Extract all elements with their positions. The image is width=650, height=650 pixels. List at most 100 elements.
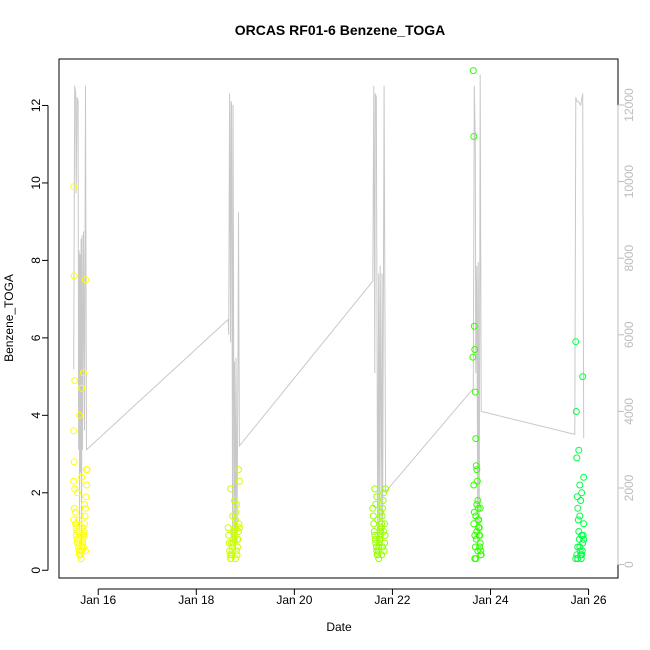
data-point — [572, 338, 580, 346]
data-point — [475, 531, 483, 539]
data-point — [233, 500, 240, 508]
data-point — [230, 528, 238, 535]
data-point — [70, 183, 78, 191]
data-point — [378, 520, 386, 528]
data-point — [232, 555, 239, 563]
data-point — [82, 276, 89, 284]
y-tick-label: 4 — [29, 412, 43, 419]
data-point — [470, 520, 478, 528]
x-tick-label: Jan 18 — [178, 593, 214, 607]
data-point — [376, 531, 384, 539]
data-point — [474, 516, 482, 524]
data-point — [78, 384, 86, 392]
y2-tick-label: 4000 — [622, 398, 636, 425]
data-point — [580, 520, 588, 528]
data-point — [77, 531, 85, 539]
y2-tick-label: 10000 — [622, 165, 636, 199]
data-point — [81, 500, 88, 508]
points-layer — [70, 67, 588, 563]
data-point — [381, 531, 389, 539]
data-point — [576, 481, 584, 489]
y2-tick-label: 8000 — [622, 245, 636, 272]
data-point — [225, 539, 233, 547]
y2-tick-label: 6000 — [622, 321, 636, 348]
data-point — [576, 512, 584, 520]
data-point — [471, 388, 479, 396]
data-point — [471, 555, 479, 563]
data-point — [82, 547, 89, 555]
data-point — [70, 477, 78, 485]
data-point — [81, 520, 88, 528]
data-point — [78, 473, 86, 481]
y-tick-label: 10 — [29, 176, 43, 190]
data-point — [578, 551, 586, 559]
data-point — [225, 531, 233, 539]
data-point — [82, 504, 89, 512]
data-point — [377, 528, 385, 535]
data-point — [369, 512, 377, 520]
data-point — [575, 446, 583, 454]
data-point — [373, 493, 381, 501]
data-point — [76, 411, 84, 419]
data-point — [235, 528, 242, 535]
x-tick-label: Jan 24 — [472, 593, 508, 607]
data-point — [472, 435, 480, 443]
data-point — [235, 520, 243, 528]
data-point — [75, 516, 83, 524]
data-point — [70, 504, 78, 512]
data-point — [578, 547, 586, 555]
data-point — [572, 408, 580, 415]
data-point — [476, 539, 484, 547]
data-point — [377, 508, 385, 516]
data-point — [73, 528, 81, 535]
data-point — [580, 535, 588, 543]
data-point — [227, 485, 235, 493]
y-tick-label: 8 — [29, 257, 43, 264]
data-point — [235, 466, 242, 474]
data-point — [573, 551, 581, 559]
data-point — [580, 473, 588, 481]
data-point — [473, 500, 481, 508]
data-point — [80, 531, 87, 539]
data-point — [370, 520, 378, 528]
data-point — [371, 485, 379, 493]
x-tick-label: Jan 22 — [374, 593, 410, 607]
data-point — [83, 481, 90, 489]
y2-tick-label: 0 — [622, 561, 636, 568]
data-point — [378, 551, 386, 559]
data-point — [79, 539, 86, 547]
data-point — [231, 524, 239, 532]
data-point — [471, 346, 479, 353]
x-tick-label: Jan 20 — [276, 593, 312, 607]
data-point — [372, 500, 380, 508]
data-point — [228, 539, 236, 547]
data-point — [70, 458, 78, 466]
data-point — [229, 543, 237, 551]
data-point — [473, 466, 481, 474]
data-point — [235, 477, 243, 485]
data-point — [379, 543, 387, 551]
data-point — [379, 504, 387, 512]
data-point — [473, 477, 481, 485]
data-point — [80, 543, 87, 551]
data-point — [574, 504, 582, 512]
data-point — [475, 524, 483, 532]
data-point — [477, 547, 485, 555]
data-point — [72, 531, 80, 539]
data-point — [371, 531, 379, 539]
data-point — [470, 508, 478, 516]
data-point — [577, 555, 585, 563]
y-tick-label: 2 — [29, 489, 43, 496]
data-point — [374, 551, 382, 559]
data-point — [228, 547, 236, 555]
data-point — [371, 535, 379, 543]
axes-layer: Jan 16 Jan 18 Jan 20 Jan 22 Jan 24 Jan 26 0 2 4 6… — [29, 88, 636, 607]
y-axis-label: Benzene_TOGA — [2, 274, 16, 362]
data-point — [78, 547, 86, 555]
data-point — [229, 512, 237, 520]
data-point — [476, 504, 484, 512]
data-point — [74, 539, 82, 547]
data-point — [579, 539, 587, 547]
data-point — [374, 516, 382, 524]
